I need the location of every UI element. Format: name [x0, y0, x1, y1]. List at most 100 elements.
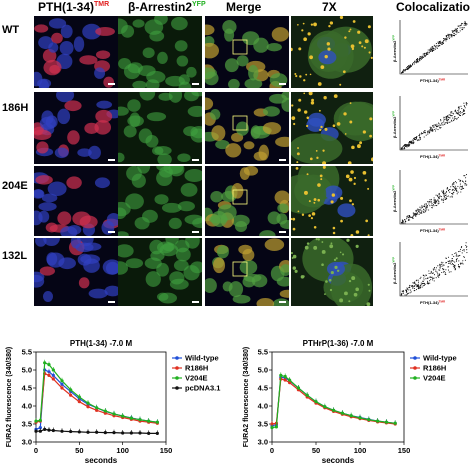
- data-point: [129, 431, 133, 435]
- data-point: [95, 430, 99, 434]
- y-tick-label: 3.5: [22, 420, 32, 429]
- x-tick-label: 100: [354, 446, 367, 455]
- data-point: [155, 431, 159, 435]
- micrograph-zoom-channel-row-1: [291, 16, 373, 88]
- data-point: [305, 393, 309, 397]
- data-point: [95, 406, 99, 410]
- data-point: [43, 427, 47, 431]
- calcium-chart-pthrp: PTHrP(1-36) -7.0 M 3.0 3.5 4.0 4.5 5.0 5.5 0 50 1…: [243, 339, 457, 465]
- column-header-7x: 7X: [322, 0, 337, 14]
- y-tick-label: 5.5: [22, 348, 32, 357]
- chart-title: PTH(1-34) -7.0 M: [70, 339, 133, 348]
- micrograph-merge-channel-row-4: [205, 238, 289, 306]
- x-tick-label: 50: [312, 446, 320, 455]
- data-point: [77, 395, 81, 399]
- legend-entry: R186H: [423, 364, 446, 373]
- data-point: [376, 419, 380, 423]
- data-point: [38, 429, 42, 433]
- data-point: [358, 416, 362, 420]
- data-point: [147, 419, 151, 423]
- legend-entry: pcDNA3.1: [185, 384, 220, 393]
- data-point: [77, 400, 81, 404]
- row-label-186h: 186H: [2, 102, 29, 114]
- colocalization-scatter-row-3: PTH(1-34)TMR β-Arrestin2YFP: [386, 166, 472, 238]
- data-point: [121, 431, 125, 435]
- scatter-xlabel: PTH(1-34)TMR: [420, 78, 446, 84]
- y-tick-label: 4.5: [258, 384, 268, 393]
- data-point: [288, 378, 292, 382]
- legend-entry: Wild-type: [185, 354, 219, 363]
- data-point: [86, 405, 90, 409]
- micrograph-arrestin-channel-row-2: [118, 92, 202, 164]
- data-point: [274, 425, 278, 429]
- legend-entry: V204E: [423, 374, 446, 383]
- y-tick-label: 5.0: [22, 366, 32, 375]
- legend-entry: Wild-type: [423, 354, 457, 363]
- data-point: [43, 361, 47, 365]
- data-point: [155, 420, 159, 424]
- data-point: [77, 430, 81, 434]
- micrograph-zoom-channel-row-3: [291, 166, 373, 236]
- data-point: [332, 408, 336, 412]
- data-point: [38, 426, 42, 430]
- legend-swatch-marker: [413, 366, 417, 370]
- y-tick-label: 5.0: [258, 366, 268, 375]
- micrograph-arrestin-channel-row-1: [118, 16, 202, 88]
- data-point: [270, 426, 274, 430]
- data-point: [60, 429, 64, 433]
- data-point: [51, 377, 55, 381]
- y-axis-label: FURA2 fluorescence (340/380): [243, 347, 250, 447]
- column-header-colocalization: Colocalizatio: [396, 0, 471, 14]
- micrograph-pth-channel-row-3: [34, 166, 118, 236]
- scatter-ylabel: β-Arrestin2YFP: [392, 185, 398, 212]
- x-axis-label: seconds: [322, 456, 355, 465]
- micrograph-pth-channel-row-1: [34, 16, 118, 88]
- data-point: [112, 412, 116, 416]
- chart-title: PTHrP(1-36) -7.0 M: [303, 339, 374, 348]
- data-point: [270, 422, 274, 426]
- data-point: [69, 388, 73, 392]
- series-line-r186h: [271, 378, 396, 425]
- micrograph-arrestin-channel-row-4: [118, 238, 202, 306]
- x-tick-label: 50: [75, 446, 83, 455]
- x-tick-label: 0: [270, 446, 274, 455]
- data-point: [283, 378, 287, 382]
- data-point: [69, 393, 73, 397]
- data-point: [60, 386, 64, 390]
- data-point: [47, 363, 51, 367]
- row-label-132l: 132L: [2, 250, 28, 262]
- data-point: [367, 418, 371, 422]
- legend-entry: V204E: [185, 374, 208, 383]
- legend-swatch-marker: [175, 376, 179, 380]
- column-header-pth: PTH(1-34)TMR: [38, 0, 110, 14]
- legend-swatch-marker: [413, 356, 417, 360]
- data-point: [340, 411, 344, 415]
- micrograph-pth-channel-row-2: [34, 92, 118, 164]
- plot-frame: [271, 351, 405, 443]
- scatter-xlabel: PTH(1-34)TMR: [420, 154, 446, 160]
- micrograph-zoom-channel-row-4: [291, 238, 373, 306]
- column-header-merge: Merge: [226, 0, 262, 14]
- data-point: [86, 401, 90, 405]
- x-tick-label: 150: [160, 446, 173, 455]
- data-point: [51, 368, 55, 372]
- data-point: [60, 379, 64, 383]
- y-axis-label: FURA2 fluorescence (340/380): [6, 347, 13, 447]
- scatter-ylabel: β-Arrestin2YFP: [392, 111, 398, 138]
- data-point: [121, 414, 125, 418]
- data-point: [283, 374, 287, 379]
- data-point: [47, 373, 51, 377]
- micrograph-merge-channel-row-3: [205, 166, 289, 236]
- scatter-xlabel: PTH(1-34)TMR: [420, 300, 446, 306]
- data-point: [288, 381, 292, 385]
- data-point: [34, 419, 38, 423]
- plot-frame: [35, 351, 167, 443]
- y-tick-label: 3.5: [258, 420, 268, 429]
- series-line-r186h: [35, 372, 158, 424]
- data-point: [279, 373, 283, 377]
- scatter-xlabel: PTH(1-34)TMR: [420, 228, 446, 234]
- data-point: [95, 408, 99, 412]
- scatter-ylabel: β-Arrestin2YFP: [392, 35, 398, 62]
- data-point: [69, 429, 73, 434]
- data-point: [314, 400, 318, 404]
